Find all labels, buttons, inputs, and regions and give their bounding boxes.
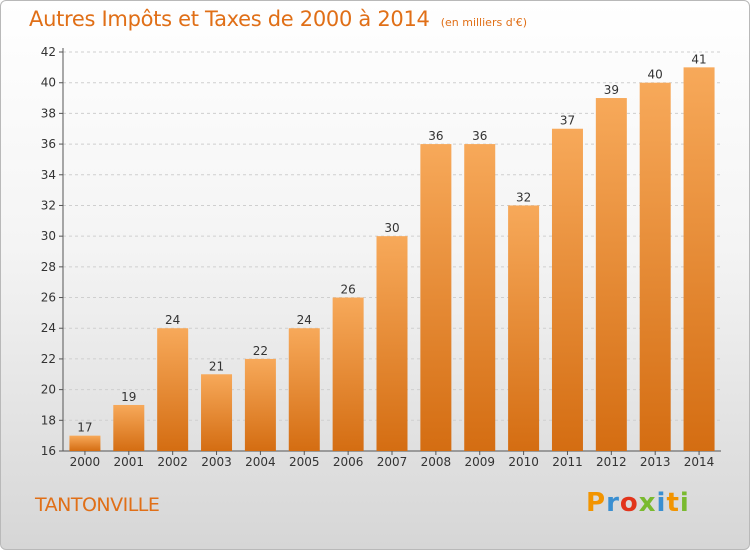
logo-letter: r: [606, 488, 620, 518]
x-tick-label: 2013: [640, 455, 671, 469]
y-tick-label: 42: [41, 45, 56, 59]
y-tick-label: 32: [41, 198, 56, 212]
data-label: 36: [428, 129, 443, 143]
y-tick-label: 22: [41, 352, 56, 366]
data-label: 32: [516, 190, 531, 204]
y-tick-label: 30: [41, 229, 56, 243]
logo-letter: t: [666, 488, 680, 518]
bar: [201, 374, 233, 451]
bar: [69, 435, 101, 451]
y-tick-label: 38: [41, 106, 56, 120]
x-tick-labels: 2000 2001 2002 2003 2004 2005 2006 2007 2008 2009…: [70, 455, 715, 469]
data-label: 30: [384, 221, 399, 235]
chart-title-block: Autres Impôts et Taxes de 2000 à 2014 (e…: [29, 7, 527, 31]
bar: [376, 236, 408, 451]
y-tick-label: 26: [41, 291, 56, 305]
x-tick-label: 2014: [684, 455, 715, 469]
data-label: 17: [77, 421, 92, 435]
x-tick-label: 2005: [289, 455, 320, 469]
proxiti-logo[interactable]: Proxiti: [586, 488, 690, 518]
x-tick-label: 2011: [552, 455, 583, 469]
y-tick-labels: 16 18 20 22 24 26 28 30 32 34 36 38 40 42: [41, 45, 56, 458]
bar: [595, 98, 627, 452]
data-label: 41: [691, 52, 706, 66]
data-label: 22: [253, 344, 268, 358]
logo-letter: i: [679, 488, 690, 518]
y-tick-label: 16: [41, 444, 56, 458]
x-tick-label: 2002: [157, 455, 188, 469]
x-tick-label: 2012: [596, 455, 627, 469]
x-tick-label: 2003: [201, 455, 232, 469]
bar: [244, 358, 276, 451]
bar: [683, 67, 715, 451]
logo-letter: P: [586, 488, 607, 518]
x-tick-label: 2007: [377, 455, 408, 469]
x-tick-label: 2010: [508, 455, 539, 469]
y-tick-label: 34: [41, 168, 56, 182]
logo-letter: x: [638, 488, 657, 518]
bar: [157, 328, 189, 451]
bar: [508, 205, 540, 451]
x-tick-label: 2000: [70, 455, 101, 469]
data-label: 24: [165, 313, 180, 327]
y-tick-label: 20: [41, 383, 56, 397]
data-label: 19: [121, 390, 136, 404]
data-label: 24: [297, 313, 312, 327]
bar: [551, 128, 583, 451]
data-labels: 17 19 24 21 22 24 26 30 36 36 32 37 39 40 41: [77, 52, 706, 434]
y-tick-label: 24: [41, 321, 56, 335]
x-tick-label: 2009: [464, 455, 495, 469]
y-tick-label: 28: [41, 260, 56, 274]
chart-title: Autres Impôts et Taxes de 2000 à 2014: [29, 7, 430, 31]
bar: [464, 144, 496, 452]
bar: [420, 144, 452, 452]
data-label: 40: [648, 68, 663, 82]
data-label: 39: [604, 83, 619, 97]
data-label: 26: [340, 283, 355, 297]
logo-letter: i: [656, 488, 667, 518]
bar: [639, 82, 671, 451]
chart-unit: (en milliers d'€): [440, 16, 527, 29]
y-tick-label: 40: [41, 76, 56, 90]
bar: [113, 404, 145, 451]
x-tick-label: 2001: [114, 455, 145, 469]
logo-letter: o: [619, 488, 639, 518]
bar: [332, 297, 364, 451]
data-label: 37: [560, 114, 575, 128]
commune-name: TANTONVILLE: [35, 494, 160, 516]
data-label: 21: [209, 359, 224, 373]
bar: [288, 328, 320, 451]
y-tick-label: 18: [41, 413, 56, 427]
x-tick-label: 2008: [421, 455, 452, 469]
x-tick-label: 2006: [333, 455, 364, 469]
x-tick-label: 2004: [245, 455, 276, 469]
data-label: 36: [472, 129, 487, 143]
y-tick-label: 36: [41, 137, 56, 151]
bars: [69, 67, 715, 452]
